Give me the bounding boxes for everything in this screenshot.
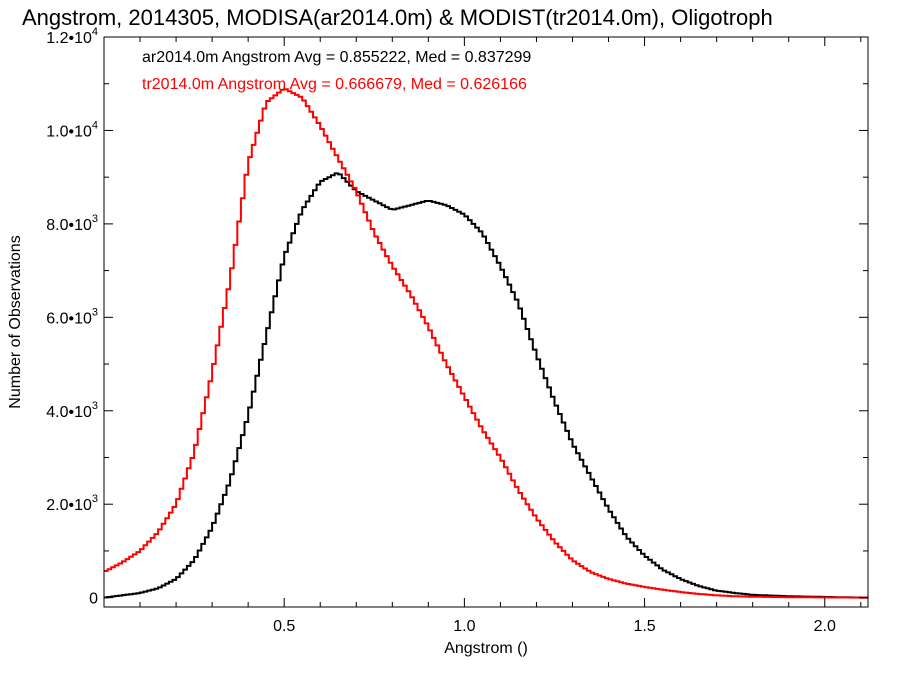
x-tick-label: 0.5 [273,618,295,635]
y-tick-exponent: 4 [92,26,98,38]
y-tick-label: 2.0•103 [46,493,98,514]
x-tick-label: 1.5 [633,618,655,635]
y-tick-exponent: 4 [92,119,98,131]
ticks-layer: 0.5 1.0 1.5 2.002.0•1034.0•1036.0•1038.0•10… [46,26,868,635]
legend: ar2014.0m Angstrom Avg = 0.855222, Med =… [142,49,531,93]
legend-entry-2: tr2014.0m Angstrom Avg = 0.666679, Med =… [142,76,527,93]
plot-frame [103,36,869,608]
y-tick-mantissa: 6.0•10 [46,310,92,327]
y-tick-mantissa: 8.0•10 [46,217,92,234]
series-line-2 [104,88,868,599]
legend-entry-1: ar2014.0m Angstrom Avg = 0.855222, Med =… [142,49,531,66]
series-line-1 [104,172,868,599]
series-layer [104,88,868,599]
y-axis-label: Number of Observations [7,235,24,408]
y-tick-label: 1.2•104 [46,26,98,47]
x-axis-label: Angstrom () [444,640,528,657]
y-tick-exponent: 3 [92,400,98,412]
y-tick-mantissa: 1.0•10 [46,123,92,140]
x-tick-label: 2.0 [814,618,836,635]
y-tick-exponent: 3 [92,306,98,318]
y-tick-mantissa: 0 [89,591,98,608]
y-tick-exponent: 3 [92,493,98,505]
chart-title: Angstrom, 2014305, MODISA(ar2014.0m) & M… [22,5,773,30]
x-tick-label: 1.0 [453,618,475,635]
y-tick-label: 1.0•104 [46,119,98,140]
y-tick-label: 6.0•103 [46,306,98,327]
y-tick-label: 4.0•103 [46,400,98,421]
y-tick-label: 8.0•103 [46,213,98,234]
y-tick-mantissa: 1.2•10 [46,30,92,47]
y-tick-exponent: 3 [92,213,98,225]
y-tick-label: 0 [89,591,98,608]
y-tick-mantissa: 4.0•10 [46,404,92,421]
y-tick-mantissa: 2.0•10 [46,497,92,514]
